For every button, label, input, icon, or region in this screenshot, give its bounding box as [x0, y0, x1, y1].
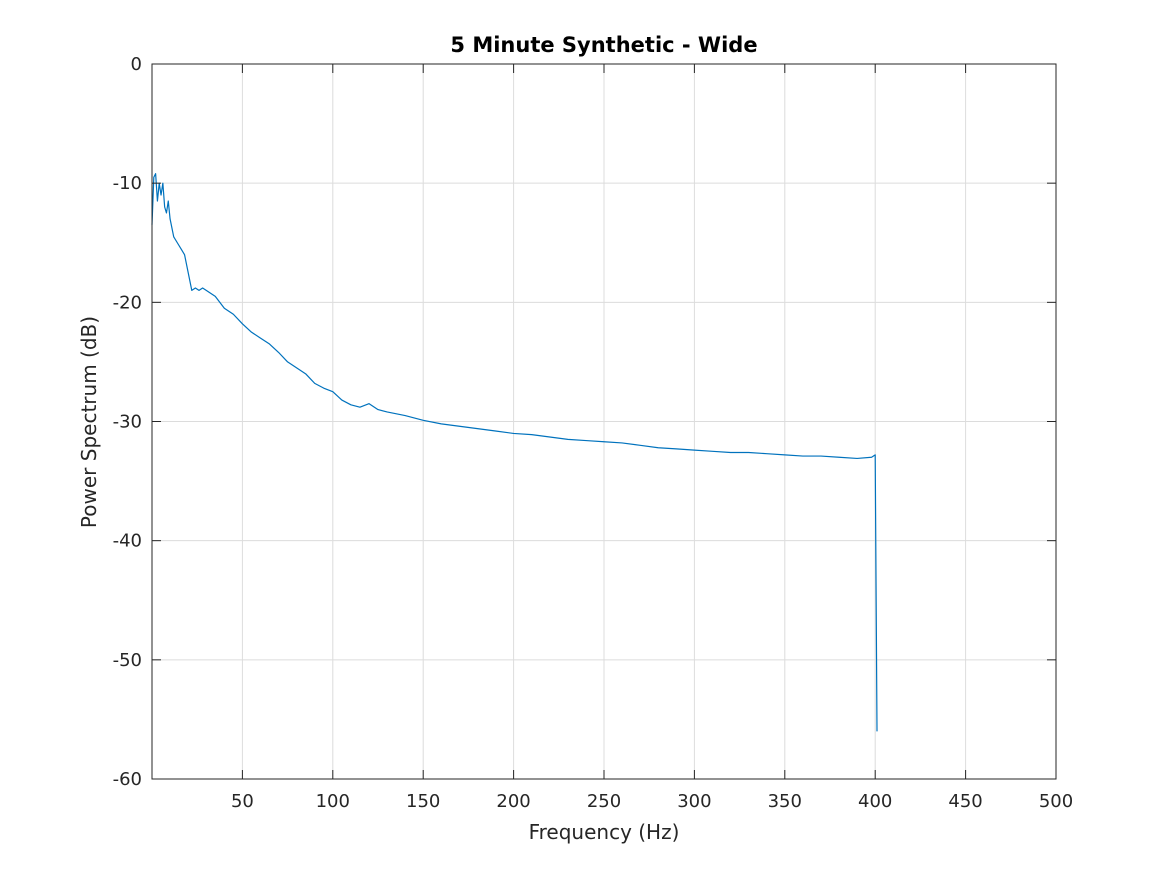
- y-axis-label: Power Spectrum (dB): [77, 316, 101, 528]
- chart-title: 5 Minute Synthetic - Wide: [450, 33, 757, 57]
- y-tick-label: -30: [113, 412, 142, 433]
- x-tick-label: 100: [316, 791, 350, 812]
- x-tick-label: 50: [231, 791, 254, 812]
- series-layer: [151, 173, 878, 732]
- x-tick-label: 500: [1039, 791, 1073, 812]
- series-line: [151, 173, 878, 732]
- x-axis-label: Frequency (Hz): [529, 820, 680, 844]
- x-tick-label: 150: [406, 791, 440, 812]
- x-tick-label: 350: [768, 791, 802, 812]
- y-tick-label: -10: [113, 173, 142, 194]
- y-tick-label: 0: [131, 54, 142, 75]
- y-tick-label: -60: [113, 769, 142, 790]
- x-tick-label: 200: [496, 791, 530, 812]
- x-tick-label: 400: [858, 791, 892, 812]
- y-tick-label: -50: [113, 650, 142, 671]
- ticks: 50 100 150 200 250 300 350 400 450 500 0 -10 -20 -30 -…: [113, 54, 1074, 812]
- y-tick-label: -20: [113, 292, 142, 313]
- y-tick-label: -40: [113, 531, 142, 552]
- x-tick-label: 450: [948, 791, 982, 812]
- x-tick-label: 300: [677, 791, 711, 812]
- x-tick-label: 250: [587, 791, 621, 812]
